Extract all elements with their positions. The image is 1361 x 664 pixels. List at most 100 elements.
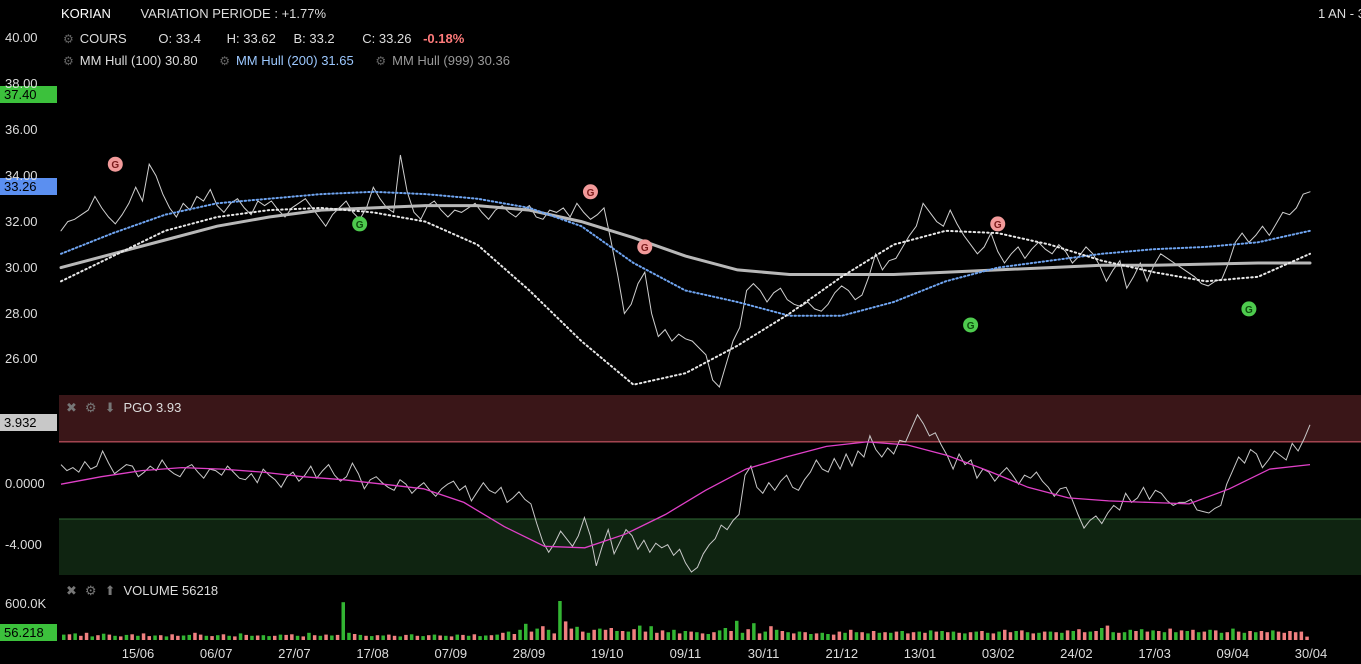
volume-bar [1202, 631, 1207, 640]
ma200-line [60, 190, 1311, 317]
volume-bar [1060, 632, 1064, 640]
volume-bar [529, 631, 534, 640]
pgo-last-badge: 3.932 [0, 414, 57, 431]
gear-icon[interactable]: ⚙ [84, 583, 97, 598]
volume-bar [763, 631, 767, 640]
close-icon[interactable]: ✖ [66, 400, 77, 415]
volume-bar [991, 633, 996, 640]
arrow-down-icon[interactable]: ⬇ [104, 400, 116, 415]
volume-bar [1214, 630, 1218, 640]
volume-bar [951, 631, 956, 640]
volume-bar [746, 629, 750, 640]
volume-bar [1282, 632, 1286, 640]
volume-bar [535, 628, 539, 640]
pgo-y-tick: -4.000 [5, 536, 42, 552]
volume-bar [752, 623, 756, 640]
volume-legend: ✖ ⚙ ⬆ VOLUME 56218 [66, 583, 218, 599]
volume-bar [780, 631, 785, 640]
volume-bar [1042, 631, 1047, 640]
volume-bar [1071, 631, 1075, 640]
volume-bar [216, 635, 220, 640]
volume-bar [609, 628, 613, 640]
volume-bar [438, 635, 442, 640]
close-icon[interactable]: ✖ [66, 583, 77, 598]
volume-bar [1242, 632, 1247, 640]
volume-bar [341, 602, 345, 640]
volume-bar [421, 636, 425, 640]
volume-bar [501, 632, 505, 640]
volume-bar [1305, 636, 1309, 640]
gear-icon[interactable]: ⚙ [219, 54, 230, 68]
volume-bar [1048, 631, 1053, 640]
volume-bar [1231, 628, 1235, 640]
period-selector[interactable]: 1 AN - 3 [1318, 6, 1361, 21]
volume-bar [792, 633, 796, 640]
arrow-up-icon[interactable]: ⬆ [104, 583, 116, 598]
change-value: -0.18% [423, 31, 465, 46]
x-tick-label: 30/11 [747, 646, 780, 661]
volume-bar [831, 634, 836, 640]
volume-bar [295, 635, 300, 640]
gear-icon[interactable]: ⚙ [84, 400, 97, 415]
volume-bar [398, 636, 402, 640]
volume-bar [358, 634, 363, 640]
volume-bar [392, 635, 397, 640]
x-tick-label: 07/09 [434, 646, 468, 661]
price-y-tick: 26.00 [5, 351, 38, 367]
volume-bar [1265, 632, 1269, 640]
volume-bar [90, 636, 94, 640]
volume-bar [370, 636, 374, 640]
volume-bar [729, 631, 733, 640]
volume-bar [1037, 632, 1041, 640]
price-legend: ⚙ COURS O: 33.4 H: 33.62 B: 33.2 C: 33.26… [63, 31, 464, 46]
high-value: 33.62 [243, 31, 276, 46]
x-tick-label: 06/07 [199, 646, 233, 661]
volume-bar [284, 634, 288, 640]
buy-signal-glyph: G [967, 321, 975, 332]
volume-bar [1088, 631, 1093, 640]
gear-icon[interactable]: ⚙ [375, 54, 387, 68]
volume-bar [290, 634, 294, 640]
pgo-line [60, 413, 1311, 573]
volume-bar [1276, 631, 1281, 640]
volume-bar [261, 635, 266, 640]
instrument-title: KORIAN VARIATION PERIODE : +1.77% [61, 6, 326, 21]
volume-bar [660, 630, 665, 640]
volume-bar [159, 635, 163, 640]
volume-bar [666, 632, 670, 640]
sell-signal-glyph: G [994, 220, 1002, 231]
volume-bar [107, 634, 112, 640]
volume-bar [347, 632, 351, 640]
volume-bar [273, 635, 277, 640]
volume-bar [620, 631, 625, 640]
ma999-value: 30.36 [477, 53, 510, 68]
open-value: 33.4 [175, 31, 202, 46]
volume-bar [963, 633, 967, 640]
volume-bar [735, 620, 739, 640]
volume-bar [210, 636, 214, 640]
volume-bar [1259, 631, 1264, 640]
volume-bar [615, 631, 619, 640]
sell-signal-marker [582, 184, 598, 200]
price-y-tick: 40.00 [5, 29, 38, 45]
volume-bar [723, 628, 728, 640]
gear-icon[interactable]: ⚙ [63, 54, 74, 68]
volume-bar [894, 631, 899, 640]
volume-bar [307, 632, 311, 640]
volume-bar [712, 632, 716, 640]
volume-bar [233, 636, 237, 640]
volume-bar [198, 634, 203, 640]
volume-bar [364, 635, 368, 640]
volume-bar [889, 632, 893, 640]
price-y-tick: 30.00 [5, 259, 38, 275]
symbol-label: KORIAN [61, 6, 111, 21]
gear-icon[interactable]: ⚙ [63, 32, 74, 46]
volume-bar [569, 628, 574, 640]
pgo-signal-line [60, 441, 1311, 549]
volume-bar [1162, 632, 1167, 640]
volume-bar [1054, 632, 1058, 640]
buy-signal-glyph: G [1245, 305, 1253, 316]
volume-bar [404, 634, 408, 640]
open-key: O: [158, 31, 173, 46]
